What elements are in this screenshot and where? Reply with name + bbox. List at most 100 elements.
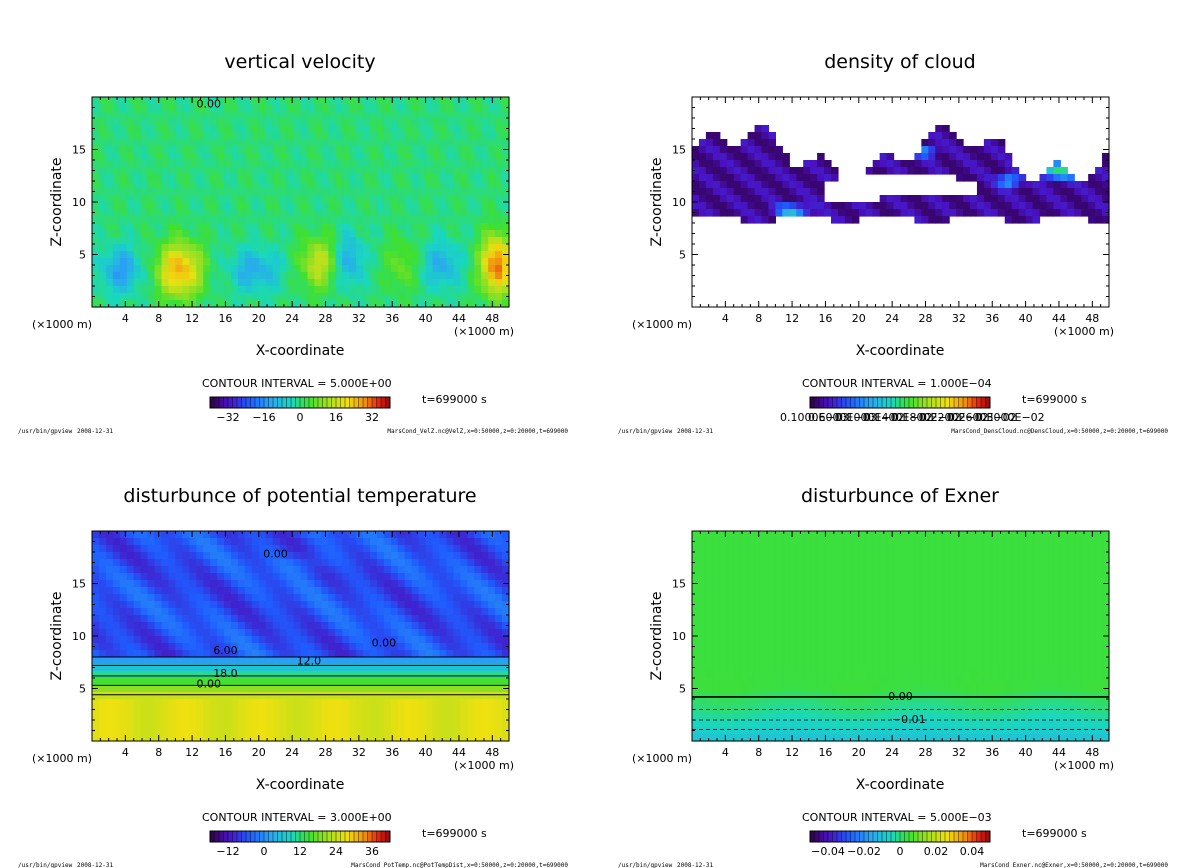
- field-cell: [726, 167, 735, 175]
- field-cell: [321, 713, 329, 721]
- field-cell: [119, 566, 128, 574]
- field-cell: [321, 188, 329, 196]
- field-cell: [432, 678, 441, 686]
- field-cell: [370, 300, 378, 308]
- field-cell: [1004, 174, 1013, 182]
- field-cell: [810, 209, 818, 217]
- field-cell: [182, 587, 190, 595]
- field-cell: [175, 594, 183, 602]
- field-cell: [203, 678, 211, 686]
- field-cell: [474, 615, 482, 623]
- field-cell: [942, 195, 950, 203]
- field-cell: [300, 202, 309, 210]
- field-cell: [495, 573, 503, 581]
- field-cell: [217, 671, 225, 679]
- field-cell: [126, 608, 135, 616]
- field-cell: [383, 699, 392, 707]
- field-cell: [474, 678, 482, 686]
- field-cell: [390, 272, 399, 280]
- field-cell: [740, 216, 749, 224]
- field-cell: [824, 202, 832, 210]
- field-cell: [411, 258, 420, 266]
- field-cell: [126, 111, 135, 119]
- field-cell: [1011, 216, 1020, 224]
- field-cell: [851, 216, 860, 224]
- field-cell: [133, 132, 142, 140]
- field-cell: [217, 209, 225, 217]
- field-cell: [432, 692, 441, 700]
- field-cell: [349, 608, 357, 616]
- field-cell: [203, 223, 211, 231]
- field-cell: [1095, 202, 1103, 210]
- field-cell: [244, 559, 253, 567]
- field-cell: [147, 552, 156, 560]
- colorbar-bin: [841, 397, 847, 408]
- field-cell: [293, 111, 302, 119]
- field-cell: [231, 559, 239, 567]
- field-cell: [349, 643, 357, 651]
- field-cell: [942, 202, 950, 210]
- field-cell: [976, 195, 985, 203]
- field-cell: [286, 258, 295, 266]
- field-cell: [963, 209, 971, 217]
- field-cell: [133, 209, 142, 217]
- field-cell: [300, 601, 309, 609]
- field-cell: [370, 202, 378, 210]
- field-cell: [907, 167, 915, 175]
- field-cell: [258, 244, 267, 252]
- field-cell: [342, 279, 350, 287]
- field-cell: [105, 643, 114, 651]
- field-cell: [112, 538, 121, 546]
- field-cell: [210, 580, 218, 588]
- field-cell: [390, 734, 399, 742]
- field-cell: [196, 615, 204, 623]
- field-cell: [251, 286, 260, 294]
- field-cell: [1032, 216, 1041, 224]
- field-cell: [105, 531, 114, 539]
- field-cell: [251, 657, 260, 665]
- field-cell: [175, 244, 183, 252]
- colorbar-bin: [313, 831, 319, 842]
- field-cell: [300, 713, 309, 721]
- field-cell: [1018, 181, 1027, 189]
- field-cell: [439, 608, 448, 616]
- field-cell: [300, 97, 309, 105]
- field-cell: [272, 692, 281, 700]
- field-cell: [446, 545, 454, 553]
- field-cell: [460, 594, 468, 602]
- field-cell: [495, 272, 503, 280]
- field-cell: [726, 153, 735, 161]
- field-cell: [983, 139, 992, 147]
- field-cell: [168, 559, 176, 567]
- field-cell: [356, 650, 364, 658]
- field-cell: [1074, 188, 1082, 196]
- field-cell: [210, 622, 218, 630]
- field-cell: [175, 636, 183, 644]
- field-cell: [133, 272, 142, 280]
- field-cell: [175, 678, 183, 686]
- field-cell: [237, 300, 246, 308]
- field-cell: [837, 202, 846, 210]
- field-cell: [189, 132, 197, 140]
- field-cell: [112, 279, 121, 287]
- field-cell: [481, 531, 489, 539]
- field-cell: [418, 657, 427, 665]
- field-cell: [1060, 188, 1068, 196]
- field-cell: [126, 286, 135, 294]
- field-cell: [119, 111, 128, 119]
- field-cell: [105, 587, 114, 595]
- colorbar-bin: [304, 831, 310, 842]
- field-cell: [418, 594, 427, 602]
- field-cell: [376, 734, 385, 742]
- field-cell: [481, 216, 489, 224]
- field-cell: [481, 671, 489, 679]
- field-cell: [279, 286, 288, 294]
- field-cell: [467, 195, 475, 203]
- field-cell: [224, 699, 232, 707]
- field-cell: [1025, 209, 1034, 217]
- field-cell: [390, 699, 399, 707]
- field-cell: [335, 566, 343, 574]
- field-cell: [168, 629, 176, 637]
- field-cell: [432, 657, 441, 665]
- field-cell: [886, 202, 895, 210]
